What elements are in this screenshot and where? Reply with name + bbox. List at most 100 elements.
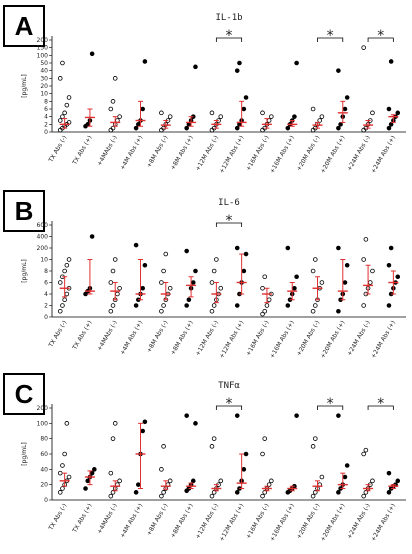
data-point xyxy=(241,467,247,472)
y-tick-label: 100 xyxy=(37,52,49,59)
data-point xyxy=(269,114,274,119)
panel: B IL-6 [pg/mL] 0 2 4 6 8 10 200 400 600 TX Abs (-) TX… xyxy=(3,190,406,360)
significance-bracket xyxy=(215,405,243,410)
x-tick-label: +12M Abs (-) xyxy=(194,320,220,358)
data-point xyxy=(262,436,268,441)
data-point xyxy=(62,297,67,303)
data-point xyxy=(317,118,323,123)
data-point xyxy=(294,274,299,280)
data-point xyxy=(133,490,139,495)
y-axis-label: [pg/mL] xyxy=(21,74,28,98)
x-tick-label: +16M Abs (+) xyxy=(269,135,296,175)
significance-bracket xyxy=(317,405,344,410)
data-point xyxy=(161,444,166,449)
data-point xyxy=(85,478,91,484)
significance-star: * xyxy=(226,213,233,229)
data-point xyxy=(110,99,116,104)
letter-box xyxy=(3,190,45,232)
data-point xyxy=(190,280,196,285)
data-point xyxy=(60,486,65,491)
data-point xyxy=(117,478,122,484)
data-point xyxy=(142,419,148,425)
data-point xyxy=(342,474,348,480)
data-point xyxy=(370,110,375,116)
panel-letter: A xyxy=(15,11,34,41)
data-point xyxy=(342,280,348,285)
x-tick-label: +12M Abs (+) xyxy=(218,320,245,360)
data-point xyxy=(344,262,350,268)
data-point xyxy=(133,125,139,131)
significance-star: * xyxy=(327,396,334,412)
data-point xyxy=(336,125,341,131)
y-tick-label: 6 xyxy=(44,106,48,113)
data-point xyxy=(159,493,164,499)
data-point xyxy=(285,125,291,131)
data-point xyxy=(115,291,120,297)
data-point xyxy=(285,303,291,308)
x-tick-label: +24M Abs (+) xyxy=(370,503,397,543)
data-point xyxy=(117,285,122,291)
data-point xyxy=(167,285,173,291)
y-tick-label: 20 xyxy=(40,482,48,489)
data-point xyxy=(363,447,369,453)
data-point xyxy=(319,114,325,119)
y-tick-label: 0 xyxy=(44,314,48,321)
y-tick-label: 50 xyxy=(40,60,48,67)
x-tick-label: +16M Abs (+) xyxy=(269,503,296,543)
data-point xyxy=(234,125,240,131)
x-tick-label: +4MAbs (-) xyxy=(96,320,119,353)
y-tick-label: 60 xyxy=(40,451,48,458)
data-point xyxy=(361,303,366,308)
significance-star: * xyxy=(226,28,233,44)
x-tick-label: +20M Abs (-) xyxy=(295,320,321,358)
data-point xyxy=(361,451,366,457)
data-point xyxy=(110,303,116,308)
x-tick-label: +8M Abs (+) xyxy=(169,503,194,540)
data-point xyxy=(234,303,240,308)
data-point xyxy=(266,297,272,303)
data-point xyxy=(57,490,63,495)
data-point xyxy=(62,451,67,457)
data-point xyxy=(388,59,394,64)
data-point xyxy=(344,95,350,100)
data-point xyxy=(190,478,196,484)
data-point xyxy=(264,303,270,308)
y-axis-label: [pg/mL] xyxy=(21,442,28,466)
y-tick-label: 200 xyxy=(37,405,49,412)
data-point xyxy=(64,102,70,108)
data-point xyxy=(285,245,291,251)
data-point xyxy=(310,268,316,274)
significance-bracket xyxy=(367,405,394,410)
data-point xyxy=(370,268,375,274)
data-point xyxy=(167,478,173,484)
data-point xyxy=(112,76,118,81)
data-point xyxy=(186,297,192,303)
significance-star: * xyxy=(327,28,334,44)
data-point xyxy=(260,110,265,116)
data-point xyxy=(234,490,240,495)
x-tick-label: +20M Abs (+) xyxy=(319,503,346,543)
y-tick-label: 100 xyxy=(37,420,49,427)
chart-title: TNFα xyxy=(218,381,240,391)
data-point xyxy=(294,60,299,66)
data-point xyxy=(60,114,65,119)
y-tick-label: 0 xyxy=(44,497,48,504)
data-point xyxy=(234,68,240,73)
data-point xyxy=(108,280,114,285)
data-point xyxy=(64,421,70,426)
data-point xyxy=(110,436,116,441)
data-point xyxy=(336,413,341,418)
data-point xyxy=(386,303,392,308)
data-point xyxy=(260,493,265,499)
data-point xyxy=(66,474,72,480)
x-tick-label: +20M Abs (-) xyxy=(295,135,321,173)
data-point xyxy=(294,413,299,418)
data-point xyxy=(85,122,91,127)
data-point xyxy=(136,482,141,487)
data-point xyxy=(211,303,217,308)
x-tick-label: +4M Abs (+) xyxy=(119,135,144,172)
x-tick-label: +12M Abs (+) xyxy=(218,503,245,543)
data-point xyxy=(57,118,63,123)
data-point xyxy=(363,237,369,242)
data-point xyxy=(108,493,114,499)
